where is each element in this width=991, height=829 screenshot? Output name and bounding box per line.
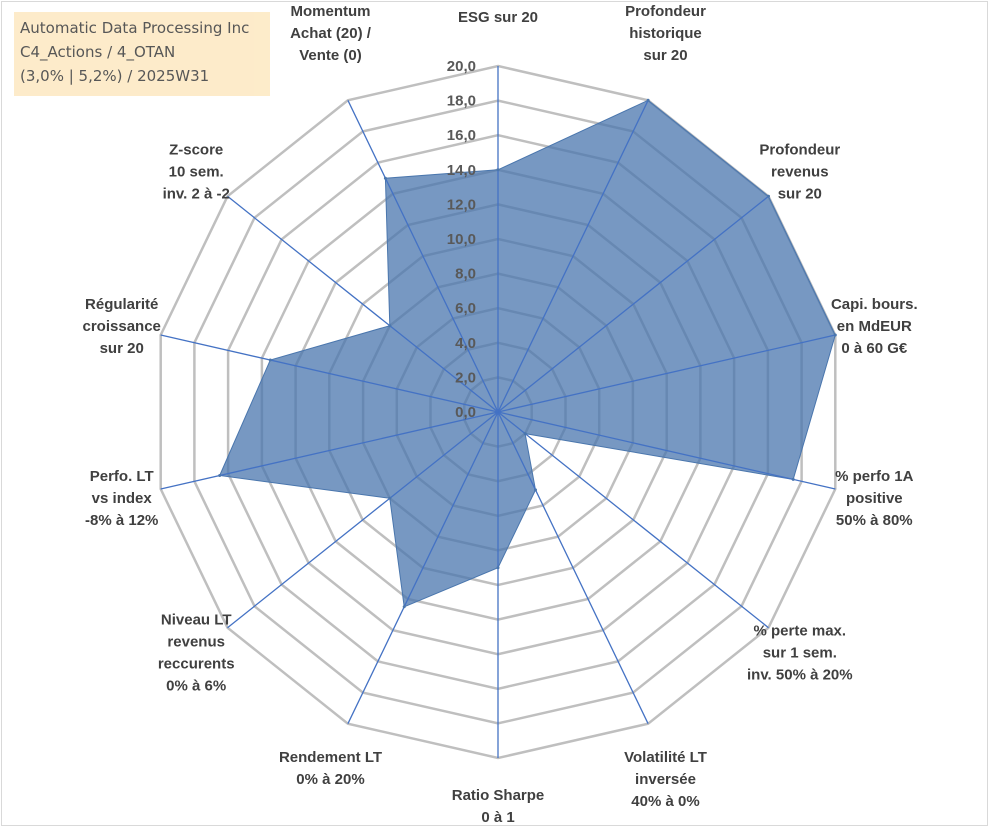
tick-label: 16,0 (447, 127, 476, 144)
tick-label: 10,0 (447, 231, 476, 248)
axis-label: Régularité croissance sur 20 (83, 296, 161, 357)
data-point (388, 496, 392, 500)
tick-label: 14,0 (447, 162, 476, 179)
tick-label: 18,0 (447, 93, 476, 110)
axis-line (160, 334, 499, 413)
tick-label: 12,0 (447, 196, 476, 213)
chart-title: Automatic Data Processing Inc C4_Actions… (14, 12, 270, 96)
tick-label: 8,0 (455, 266, 476, 283)
axis-label: Ratio Sharpe 0 à 1 (452, 787, 545, 826)
axis-label: Momentum Achat (20) / Vente (0) (290, 3, 372, 64)
data-point (496, 566, 500, 570)
axis-line (227, 195, 499, 413)
axis-line (497, 195, 769, 413)
axis-label: NoteESG sur 20 (458, 2, 538, 26)
data-point (523, 432, 527, 436)
axis-label: Volatilité LT inversée 40% à 0% (624, 749, 707, 810)
data-point (534, 488, 537, 492)
tick-label: 2,0 (455, 369, 476, 386)
axis-line (497, 411, 769, 629)
title-line-perf: (3,0% | 5,2%) / 2025W31 (20, 67, 210, 85)
axis-label: Profondeur historique sur 20 (625, 3, 706, 64)
tick-label: 4,0 (455, 335, 476, 352)
axis-line (497, 334, 836, 413)
axis-label: % perfo 1A positive 50% à 80% (835, 468, 914, 529)
data-point (791, 477, 795, 481)
axis-label: Rendement LT 0% à 20% (279, 749, 382, 788)
axis-label: Z-score 10 sem. inv. 2 à -2 (163, 141, 230, 202)
axis-label: Profondeur revenus sur 20 (759, 141, 840, 202)
data-point (767, 194, 770, 198)
data-point (383, 176, 387, 180)
axis-line (497, 411, 649, 724)
data-point (218, 474, 222, 477)
data-point (646, 98, 650, 102)
data-point (833, 333, 837, 337)
tick-label: 20,0 (447, 58, 476, 75)
axis-line (227, 411, 499, 629)
axis-label: Capi. bours. en MdEUR 0 à 60 G€ (831, 296, 918, 357)
axis-line (347, 411, 499, 724)
axis-label: Niveau LT revenus reccurents 0% à 6% (158, 612, 235, 695)
tick-label: 0,0 (455, 404, 476, 421)
data-point (402, 605, 406, 609)
data-point (388, 324, 392, 328)
title-line-category: C4_Actions / 4_OTAN (20, 43, 176, 61)
data-area (218, 99, 836, 608)
axis-line (160, 411, 499, 490)
title-line-company: Automatic Data Processing Inc (20, 19, 250, 37)
tick-label: 6,0 (455, 300, 476, 317)
axis-label: % perte max. sur 1 sem. inv. 50% à 20% (747, 623, 853, 684)
data-point (496, 168, 500, 172)
axis-label: Perfo. LT vs index -8% à 12% (85, 468, 158, 529)
axis-line (497, 100, 649, 413)
axis-line (347, 100, 499, 413)
data-point (268, 358, 272, 362)
axis-line (497, 411, 836, 490)
